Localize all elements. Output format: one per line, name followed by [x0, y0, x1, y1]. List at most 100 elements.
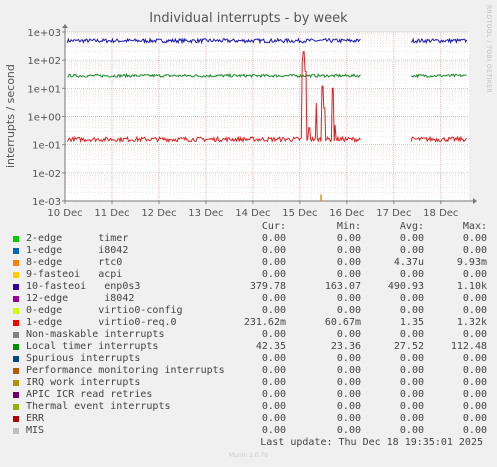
min-value: 0.00 — [336, 305, 361, 316]
y-tick-label: 1e-01 — [32, 141, 61, 152]
legend-swatch — [13, 404, 19, 410]
legend-swatch — [13, 428, 19, 434]
y-tick-label: 1e+00 — [27, 113, 61, 124]
legend-swatch — [13, 392, 19, 398]
legend-label: 0-edge virtio0-config — [26, 305, 183, 316]
x-tick-label: 10 Dec — [47, 208, 82, 219]
x-tick-label: 14 Dec — [235, 208, 270, 219]
cur-value: 0.00 — [261, 329, 286, 340]
legend-swatch — [13, 272, 19, 278]
series-line — [66, 51, 361, 144]
legend-swatch — [13, 320, 19, 326]
avg-value: 0.00 — [399, 353, 424, 364]
max-value: 1.10k — [456, 281, 487, 292]
legend-row: 2-edge timer 0.00 0.00 0.00 0.00 — [10, 233, 490, 245]
avg-value: 27.52 — [393, 341, 424, 352]
legend-swatch — [13, 236, 19, 242]
legend-label: 1-edge i8042 — [26, 245, 129, 256]
legend-row: 1-edge virtio0-req.0 231.62m 60.67m 1.35 1.3… — [10, 317, 490, 329]
y-tick-label: 1e+01 — [27, 84, 61, 95]
avg-value: 0.00 — [399, 401, 424, 412]
legend-swatch — [13, 296, 19, 302]
x-tick-label: 12 Dec — [141, 208, 176, 219]
min-value: 0.00 — [336, 377, 361, 388]
col-cur-header: Cur: — [261, 221, 286, 232]
min-value: 0.00 — [336, 389, 361, 400]
cur-value: 0.00 — [261, 365, 286, 376]
legend-swatch — [13, 260, 19, 266]
legend-label: ERR — [26, 413, 45, 424]
legend-row: IRQ work interrupts 0.00 0.00 0.00 0.00 — [10, 377, 490, 389]
min-value: 0.00 — [336, 269, 361, 280]
avg-value: 1.35 — [399, 317, 424, 328]
max-value: 0.00 — [462, 401, 487, 412]
legend-swatch — [13, 284, 19, 290]
cur-value: 0.00 — [261, 413, 286, 424]
avg-value: 0.00 — [399, 269, 424, 280]
last-update: Last update: Thu Dec 18 19:35:01 2025 — [260, 437, 483, 448]
min-value: 163.07 — [324, 281, 361, 292]
min-value: 0.00 — [336, 401, 361, 412]
y-tick-label: 1e-02 — [32, 169, 61, 180]
min-value: 0.00 — [336, 293, 361, 304]
cur-value: 0.00 — [261, 425, 286, 436]
legend-label: IRQ work interrupts — [26, 377, 141, 388]
legend-label: 2-edge timer — [26, 233, 129, 244]
x-tick-label: 15 Dec — [282, 208, 317, 219]
col-avg-header: Avg: — [399, 221, 424, 232]
legend-row: Thermal event interrupts 0.00 0.00 0.00 0.00 — [10, 401, 490, 413]
legend-label: Non-maskable interrupts — [26, 329, 165, 340]
munin-footer: Munin 2.0.76 — [228, 452, 269, 459]
min-value: 0.00 — [336, 257, 361, 268]
legend-row: 1-edge i8042 0.00 0.00 0.00 0.00 — [10, 245, 490, 257]
cur-value: 0.00 — [261, 257, 286, 268]
max-value: 0.00 — [462, 305, 487, 316]
y-tick-label: 1e+03 — [27, 28, 61, 39]
cur-value: 0.00 — [261, 401, 286, 412]
min-value: 0.00 — [336, 233, 361, 244]
avg-value: 0.00 — [399, 365, 424, 376]
cur-value: 0.00 — [261, 377, 286, 388]
max-value: 0.00 — [462, 425, 487, 436]
min-value: 23.36 — [330, 341, 361, 352]
legend-label: Performance monitoring interrupts — [26, 365, 225, 376]
max-value: 0.00 — [462, 365, 487, 376]
avg-value: 0.00 — [399, 293, 424, 304]
legend-row: 12-edge i8042 0.00 0.00 0.00 0.00 — [10, 293, 490, 305]
legend-row: Spurious interrupts 0.00 0.00 0.00 0.00 — [10, 353, 490, 365]
legend-label: APIC ICR read retries — [26, 389, 153, 400]
max-value: 0.00 — [462, 269, 487, 280]
avg-value: 0.00 — [399, 233, 424, 244]
legend-row: 8-edge rtc0 0.00 0.00 4.37u 9.93m — [10, 257, 490, 269]
legend-row: ERR 0.00 0.00 0.00 0.00 — [10, 413, 490, 425]
avg-value: 0.00 — [399, 329, 424, 340]
max-value: 0.00 — [462, 353, 487, 364]
series-line — [410, 135, 468, 143]
min-value: 0.00 — [336, 245, 361, 256]
legend-label: 9-fasteoi acpi — [26, 269, 123, 280]
y-tick-label: 1e+02 — [27, 56, 61, 67]
legend-row: Local timer interrupts 42.35 23.36 27.52 112… — [10, 341, 490, 353]
legend-label: 8-edge rtc0 — [26, 257, 123, 268]
legend-swatch — [13, 344, 19, 350]
min-value: 0.00 — [336, 413, 361, 424]
legend-swatch — [13, 332, 19, 338]
chart-title: Individual interrupts - by week — [149, 11, 348, 26]
cur-value: 0.00 — [261, 233, 286, 244]
avg-value: 0.00 — [399, 389, 424, 400]
legend-row: Performance monitoring interrupts 0.00 0.0… — [10, 365, 490, 377]
legend-row: APIC ICR read retries 0.00 0.00 0.00 0.00 — [10, 389, 490, 401]
avg-value: 490.93 — [387, 281, 424, 292]
legend-row: 9-fasteoi acpi 0.00 0.00 0.00 0.00 — [10, 269, 490, 281]
legend-label: 12-edge i8042 — [26, 293, 135, 304]
max-value: 0.00 — [462, 233, 487, 244]
max-value: 112.48 — [450, 341, 487, 352]
cur-value: 42.35 — [255, 341, 286, 352]
series-line — [410, 73, 467, 79]
max-value: 0.00 — [462, 413, 487, 424]
min-value: 60.67m — [324, 317, 361, 328]
min-value: 0.00 — [336, 329, 361, 340]
max-value: 0.00 — [462, 329, 487, 340]
cur-value: 0.00 — [261, 353, 286, 364]
max-value: 0.00 — [462, 377, 487, 388]
